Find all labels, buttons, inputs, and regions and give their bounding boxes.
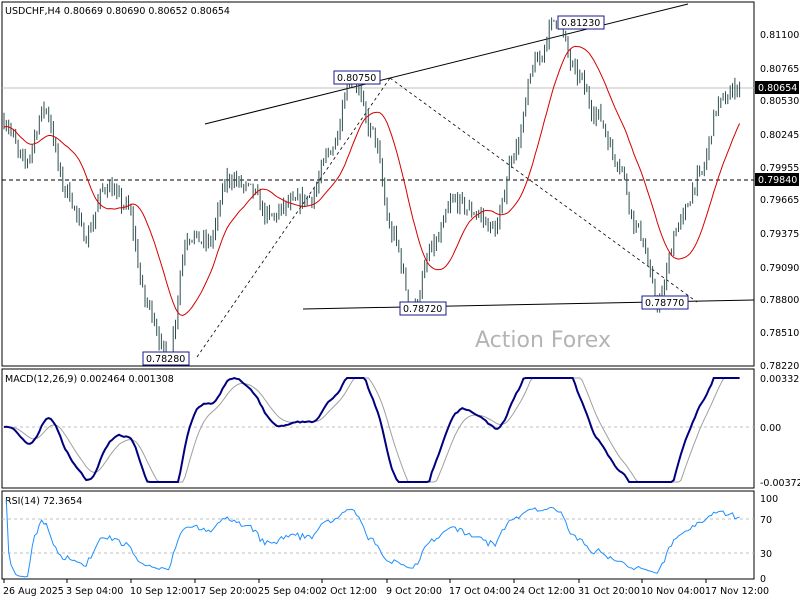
y-tick: 0.79090 <box>760 263 799 274</box>
rsi-y-tick: 0 <box>760 574 766 585</box>
y-tick: 0.80765 <box>760 64 799 75</box>
svg-text:0.78720: 0.78720 <box>403 304 442 315</box>
x-tick-label: 31 Oct 20:00 <box>578 586 640 597</box>
price-label-0.78280: 0.78280 <box>142 351 190 366</box>
x-tick-label: 10 Sep 12:00 <box>130 586 193 597</box>
upper-trendline <box>204 3 689 125</box>
svg-text:0.81230: 0.81230 <box>561 18 600 29</box>
current-price-tag: 0.80654 <box>758 83 797 94</box>
swing-line-up <box>196 77 391 358</box>
rsi-line <box>5 499 740 578</box>
y-tick: 0.79955 <box>760 163 799 174</box>
macd-y-tick: 0.003321 <box>760 374 800 385</box>
rsi-y-tick: 100 <box>760 494 778 505</box>
x-tick-label: 24 Oct 12:00 <box>513 586 575 597</box>
y-tick: 0.79375 <box>760 229 799 240</box>
price-label-0.80750: 0.80750 <box>333 70 381 85</box>
y-tick: 0.79665 <box>760 195 799 206</box>
price-label-0.81230: 0.81230 <box>557 15 605 30</box>
y-tick: 0.78220 <box>760 361 799 372</box>
svg-text:0.78770: 0.78770 <box>645 298 684 309</box>
x-tick-label: 25 Sep 04:00 <box>258 586 321 597</box>
rsi-label: RSI(14) 72.3654 <box>5 496 82 507</box>
x-tick-label: 3 Sep 04:00 <box>66 586 123 597</box>
y-tick: 0.78510 <box>760 328 799 339</box>
x-tick-label: 17 Oct 04:00 <box>449 586 511 597</box>
macd-label: MACD(12,26,9) 0.002464 0.001308 <box>5 374 174 385</box>
svg-text:0.80750: 0.80750 <box>337 73 376 84</box>
level-tag: 0.79840 <box>758 175 797 186</box>
rsi-y-tick: 30 <box>760 549 772 560</box>
y-tick: 0.80245 <box>760 130 799 141</box>
x-tick-label: 26 Aug 2025 <box>3 586 64 597</box>
svg-text:0.78280: 0.78280 <box>146 354 185 365</box>
macd-main-line <box>3 377 740 483</box>
price-bars <box>3 17 741 365</box>
price-label-0.78770: 0.78770 <box>641 295 689 310</box>
x-tick-label: 17 Nov 12:00 <box>705 586 769 597</box>
level-tag-bg <box>755 173 799 186</box>
watermark: Action Forex <box>475 328 611 353</box>
current-price-tag-bg <box>755 81 799 94</box>
main-y-axis: 0.81100 0.80765 0.80530 0.80245 0.79955 … <box>755 30 799 372</box>
rsi-y-tick: 70 <box>760 515 772 526</box>
macd-panel-frame <box>1 368 755 489</box>
x-tick-label: 2 Oct 12:00 <box>321 586 377 597</box>
macd-signal-line <box>4 377 740 483</box>
macd-y-tick: 0.00 <box>760 423 781 434</box>
main-panel-frame <box>1 1 755 367</box>
swing-line-down <box>389 77 698 303</box>
y-tick: 0.81100 <box>760 30 799 41</box>
x-tick-label: 10 Nov 04:00 <box>641 586 705 597</box>
x-axis: 26 Aug 2025 3 Sep 04:00 10 Sep 12:00 17 Sep… <box>3 579 769 597</box>
price-label-0.78720: 0.78720 <box>399 301 447 316</box>
y-tick: 0.80530 <box>760 96 799 107</box>
x-tick-label: 17 Sep 20:00 <box>194 586 257 597</box>
macd-y-tick: -0.003723 <box>760 478 800 489</box>
rsi-panel-frame <box>1 490 755 580</box>
y-tick: 0.78800 <box>760 295 799 306</box>
symbol-header: USDCHF,H4 0.80669 0.80690 0.80652 0.8065… <box>5 6 230 17</box>
moving-average-line <box>3 45 741 317</box>
x-tick-label: 9 Oct 20:00 <box>386 586 442 597</box>
